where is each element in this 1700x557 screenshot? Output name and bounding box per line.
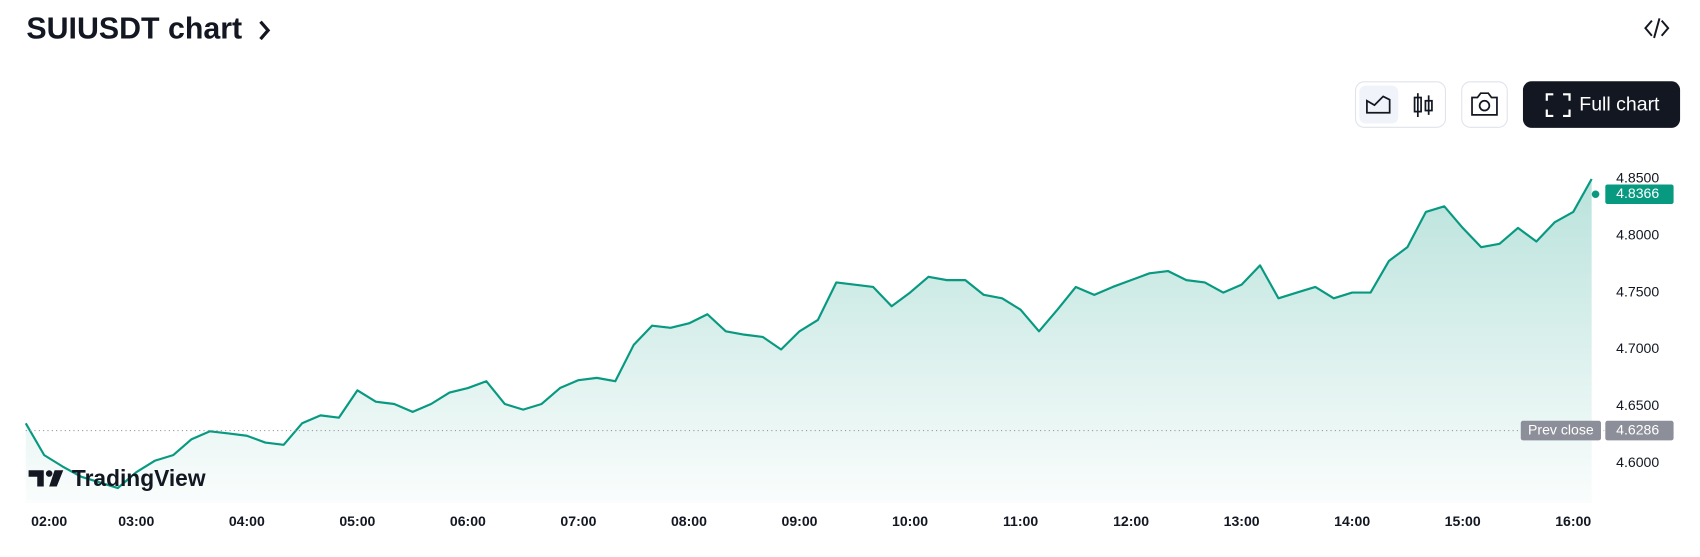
last-value-tag bbox=[1605, 184, 1674, 205]
area-icon bbox=[1366, 95, 1391, 114]
watermark: TradingView bbox=[72, 465, 206, 491]
prev-close-value-tag bbox=[1605, 420, 1674, 441]
tradingview-logo: TradingView bbox=[28, 465, 206, 491]
candle-style-button[interactable] bbox=[1413, 93, 1433, 118]
prev-close-label: Prev close bbox=[1528, 421, 1594, 437]
full-chart-button[interactable] bbox=[1522, 81, 1681, 128]
x-tick-label: 14:00 bbox=[1334, 513, 1370, 529]
x-tick-label: 09:00 bbox=[781, 513, 817, 529]
x-tick-label: 16:00 bbox=[1555, 513, 1591, 529]
area-style-button[interactable] bbox=[1359, 85, 1399, 124]
x-tick-label: 10:00 bbox=[892, 513, 928, 529]
prev-close-value: 4.6286 bbox=[1616, 421, 1659, 437]
y-tick-label: 4.8000 bbox=[1616, 227, 1659, 243]
plot: 4.6000 4.6500 4.7000 4.7500 4.8000 4.8500 02:0… bbox=[24, 170, 1674, 529]
camera-icon bbox=[1471, 92, 1498, 116]
x-tick-label: 11:00 bbox=[1003, 513, 1038, 529]
x-tick-label: 15:00 bbox=[1445, 513, 1481, 529]
fullscreen-icon bbox=[1545, 93, 1571, 118]
x-tick-label: 08:00 bbox=[671, 513, 707, 529]
x-tick-label: 03:00 bbox=[118, 513, 154, 529]
y-tick-label: 4.6500 bbox=[1616, 397, 1659, 413]
embed-icon[interactable] bbox=[1644, 18, 1670, 39]
x-tick-label: 06:00 bbox=[450, 513, 486, 529]
x-tick-label: 12:00 bbox=[1113, 513, 1149, 529]
x-tick-label: 13:00 bbox=[1224, 513, 1260, 529]
prev-close-tag bbox=[1520, 420, 1601, 441]
x-tick-label: 05:00 bbox=[339, 513, 375, 529]
y-tick-label: 4.7000 bbox=[1616, 340, 1659, 356]
last-value: 4.8366 bbox=[1616, 185, 1659, 201]
last-point bbox=[1591, 190, 1600, 199]
full-chart-label: Full chart bbox=[1579, 93, 1660, 115]
area-fill bbox=[25, 179, 1592, 503]
x-tick-label: 02:00 bbox=[31, 513, 67, 529]
x-tick-label: 04:00 bbox=[229, 513, 265, 529]
price-line bbox=[24, 178, 1593, 490]
chart-title[interactable]: SUIUSDT chart bbox=[26, 12, 242, 45]
y-tick-label: 4.7500 bbox=[1616, 283, 1659, 299]
x-tick-label: 07:00 bbox=[560, 513, 596, 529]
y-tick-label: 4.6000 bbox=[1616, 454, 1659, 470]
snapshot-button[interactable] bbox=[1461, 81, 1508, 128]
y-tick-label: 4.8500 bbox=[1616, 170, 1659, 186]
title-chevron[interactable] bbox=[259, 20, 271, 41]
